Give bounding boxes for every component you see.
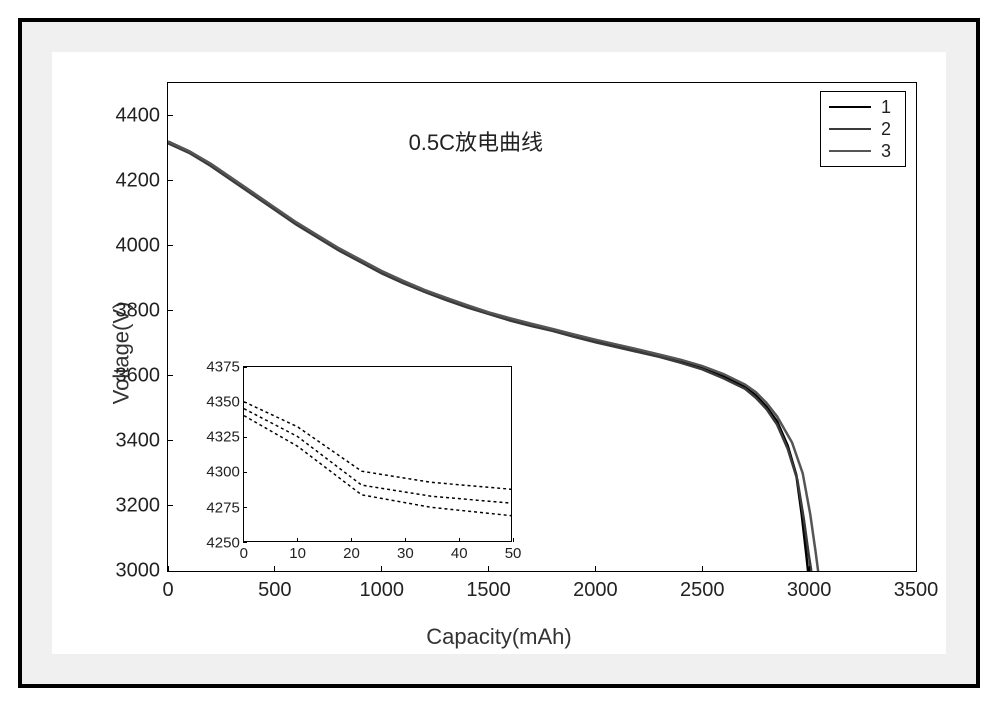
- inset-y-tick-mark: [243, 402, 247, 403]
- inset-x-tick-label: 30: [397, 545, 414, 562]
- x-tick-mark: [274, 566, 275, 572]
- inset-x-tick-label: 50: [505, 545, 522, 562]
- inset-x-tick-mark: [351, 538, 352, 542]
- legend-swatch: [829, 128, 871, 130]
- legend: 123: [820, 91, 906, 167]
- y-tick-label: 4000: [116, 234, 161, 257]
- x-tick-label: 3500: [894, 579, 939, 602]
- inset-y-tick-label: 4375: [206, 359, 239, 376]
- x-tick-mark: [702, 566, 703, 572]
- inset-y-tick-label: 4325: [206, 429, 239, 446]
- inset-y-tick-label: 4275: [206, 499, 239, 516]
- legend-swatch: [829, 150, 871, 152]
- y-tick-label: 3600: [116, 364, 161, 387]
- y-tick-mark: [167, 310, 173, 311]
- x-tick-mark: [381, 566, 382, 572]
- x-tick-label: 0: [162, 579, 173, 602]
- inset-series-line-c: [244, 416, 511, 516]
- inset-y-tick-mark: [243, 472, 247, 473]
- x-tick-label: 2000: [573, 579, 618, 602]
- inset-y-tick-mark: [243, 507, 247, 508]
- x-tick-mark: [809, 566, 810, 572]
- y-tick-mark: [167, 440, 173, 441]
- inset-x-tick-label: 20: [343, 545, 360, 562]
- inset-x-tick-mark: [513, 538, 514, 542]
- legend-item: 1: [829, 96, 891, 118]
- y-tick-label: 4400: [116, 104, 161, 127]
- legend-item: 3: [829, 140, 891, 162]
- legend-swatch: [829, 106, 871, 108]
- inset-y-tick-mark: [243, 367, 247, 368]
- legend-label: 2: [881, 119, 891, 140]
- y-tick-mark: [167, 115, 173, 116]
- inset-x-tick-label: 40: [451, 545, 468, 562]
- y-tick-label: 3000: [116, 560, 161, 583]
- inset-x-tick-label: 10: [289, 545, 306, 562]
- y-tick-label: 3400: [116, 429, 161, 452]
- chart-title: 0.5C放电曲线: [409, 125, 543, 157]
- inset-y-tick-label: 4250: [206, 534, 239, 551]
- x-tick-label: 1000: [359, 579, 404, 602]
- y-tick-mark: [167, 245, 173, 246]
- x-tick-mark: [595, 566, 596, 572]
- x-tick-label: 2500: [680, 579, 725, 602]
- inset-plot-area: 42504275430043254350437501020304050: [243, 366, 512, 542]
- inset-x-tick-mark: [459, 538, 460, 542]
- outer-frame: Voltage(V) 0.5C放电曲线 123 4250427543004325…: [18, 18, 980, 688]
- inset-series-line-b: [244, 409, 511, 503]
- legend-label: 3: [881, 141, 891, 162]
- inset-x-tick-mark: [243, 538, 244, 542]
- legend-label: 1: [881, 97, 891, 118]
- plot-area: 0.5C放电曲线 123 425042754300432543504375010…: [167, 82, 917, 572]
- y-tick-mark: [167, 505, 173, 506]
- inset-y-tick-label: 4300: [206, 464, 239, 481]
- inset-series-line-a: [244, 402, 511, 490]
- x-tick-label: 500: [258, 579, 291, 602]
- inset-y-tick-label: 4350: [206, 394, 239, 411]
- x-tick-mark: [168, 566, 169, 572]
- inset-y-tick-mark: [243, 542, 247, 543]
- inset-x-tick-label: 0: [240, 545, 248, 562]
- inset-x-tick-mark: [405, 538, 406, 542]
- x-tick-mark: [916, 566, 917, 572]
- y-tick-label: 3200: [116, 494, 161, 517]
- y-tick-mark: [167, 180, 173, 181]
- inset-chart-svg: [244, 367, 511, 541]
- inset-y-tick-mark: [243, 437, 247, 438]
- inset-x-tick-mark: [297, 538, 298, 542]
- chart-panel: Voltage(V) 0.5C放电曲线 123 4250427543004325…: [52, 52, 946, 654]
- x-tick-label: 3000: [787, 579, 832, 602]
- x-tick-mark: [488, 566, 489, 572]
- legend-item: 2: [829, 118, 891, 140]
- x-tick-label: 1500: [466, 579, 511, 602]
- x-axis-label: Capacity(mAh): [426, 624, 571, 650]
- y-tick-label: 4200: [116, 169, 161, 192]
- y-tick-mark: [167, 375, 173, 376]
- y-tick-label: 3800: [116, 299, 161, 322]
